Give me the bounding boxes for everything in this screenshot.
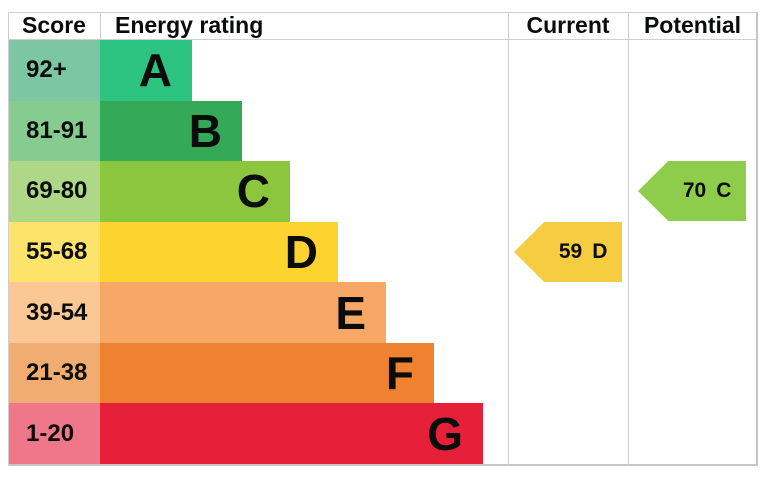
score-energy-divider [100,12,101,39]
band-score-label-a: 92+ [26,56,67,84]
band-letter-g: G [427,407,463,460]
band-letter-b: B [188,104,222,157]
band-bar-g: G [100,403,483,465]
band-row-f: 21-38 F [9,342,756,404]
table-bottom-border [8,464,758,466]
band-letter-c: C [236,165,270,218]
band-score-cell-e: 39-54 [9,282,100,343]
current-rating-text: 59 D [544,240,622,264]
potential-column-header: Potential [643,12,742,38]
band-bar-a: A [100,40,192,101]
current-rating-letter: D [592,240,608,263]
band-bar-b: B [100,100,242,162]
band-score-label-e: 39-54 [26,298,88,326]
table-left-border [8,12,9,466]
band-letter-f: F [385,347,414,400]
band-score-label-c: 69-80 [26,177,88,205]
energy-rating-column-header: Energy rating [115,12,264,38]
current-column-header: Current [526,12,610,38]
band-letter-d: D [284,226,318,279]
band-score-cell-d: 55-68 [9,221,100,283]
band-bar-c: C [100,161,290,222]
potential-rating-value: 70 [682,179,707,202]
potential-rating-letter: C [716,179,732,202]
band-bar-d: D [100,221,338,283]
band-letter-a: A [138,44,172,97]
band-score-label-g: 1-20 [26,419,75,447]
band-score-cell-f: 21-38 [9,342,100,404]
band-bar-f: F [100,342,434,404]
current-rating-value: 59 [558,240,583,263]
band-score-label-b: 81-91 [26,116,88,144]
band-score-cell-g: 1-20 [9,403,100,465]
header-bottom-border [8,39,758,40]
band-bar-e: E [100,282,386,343]
band-score-cell-a: 92+ [9,40,100,101]
table-right-border [756,12,758,466]
band-score-cell-b: 81-91 [9,100,100,162]
score-column-header: Score [22,12,86,38]
band-row-c: 69-80 C [9,161,756,222]
band-letter-e: E [335,286,366,339]
band-row-d: 55-68 D [9,221,756,283]
table-top-border [8,12,758,13]
band-row-g: 1-20 G [9,403,756,465]
rating-bands: 92+ A 81-91 B 69-80 C 55-68 [9,40,756,465]
band-row-e: 39-54 E [9,282,756,343]
band-score-cell-c: 69-80 [9,161,100,222]
potential-rating-text: 70 C [668,179,746,203]
band-score-label-f: 21-38 [26,359,88,387]
energy-current-divider [508,12,509,466]
band-row-b: 81-91 B [9,100,756,162]
band-score-label-d: 55-68 [26,238,88,266]
current-potential-divider [628,12,629,466]
band-row-a: 92+ A [9,40,756,101]
